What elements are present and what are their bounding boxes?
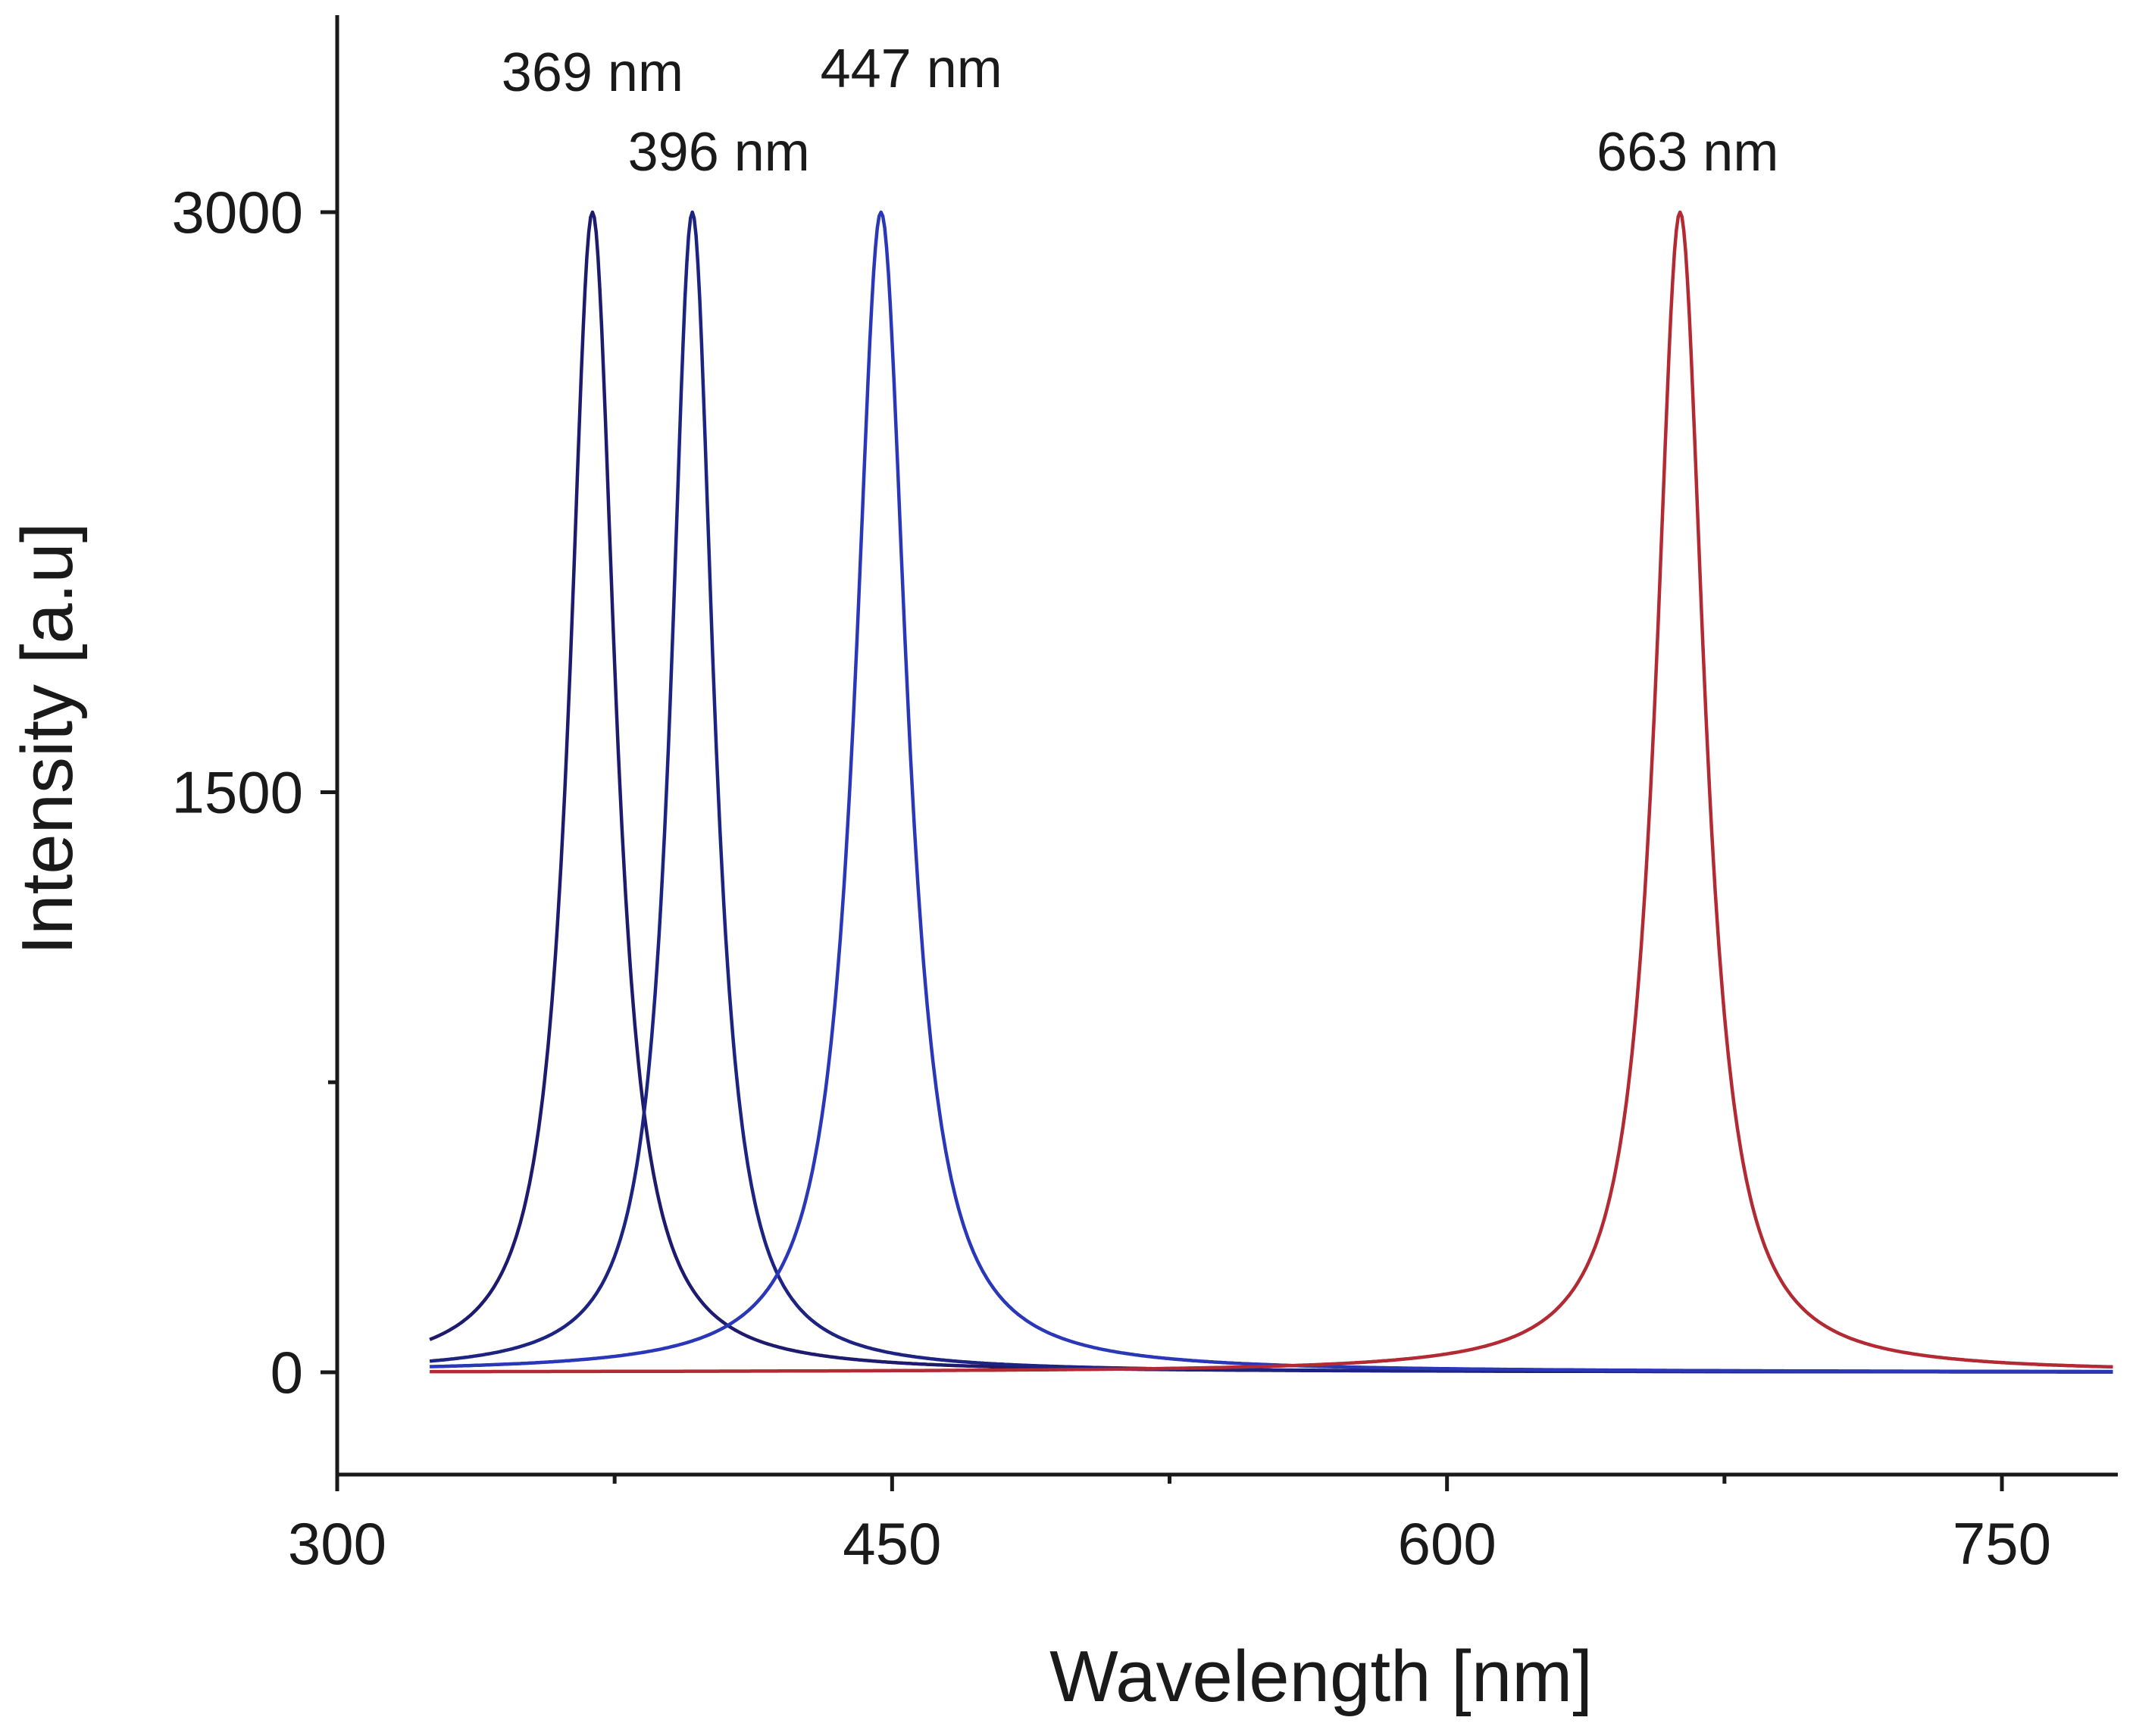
x-axis-title: Wavelength [nm]	[1049, 1636, 1593, 1717]
axes	[335, 15, 2118, 1477]
y-tick-label: 3000	[171, 179, 303, 246]
y-tick-label: 0	[271, 1339, 303, 1406]
peak-label-663: 663 nm	[1597, 122, 1778, 183]
x-tick-label: 750	[1953, 1510, 2051, 1577]
y-tick-label: 1500	[171, 759, 303, 826]
peak-label-447: 447 nm	[821, 39, 1002, 99]
x-tick-label: 300	[288, 1510, 386, 1577]
tick-marks	[321, 210, 2004, 1491]
y-axis-title: Intensity [a.u]	[7, 523, 88, 956]
series-lines	[429, 210, 2113, 1374]
x-tick-label: 600	[1398, 1510, 1497, 1577]
x-tick-label: 450	[843, 1510, 941, 1577]
tick-labels: 300 450 600 750 0 1500 3000	[171, 179, 2051, 1577]
peak-label-396: 396 nm	[628, 122, 810, 183]
peak-label-369: 369 nm	[502, 42, 683, 103]
series-line-396	[429, 210, 2113, 1374]
series-line-663	[430, 210, 2113, 1374]
